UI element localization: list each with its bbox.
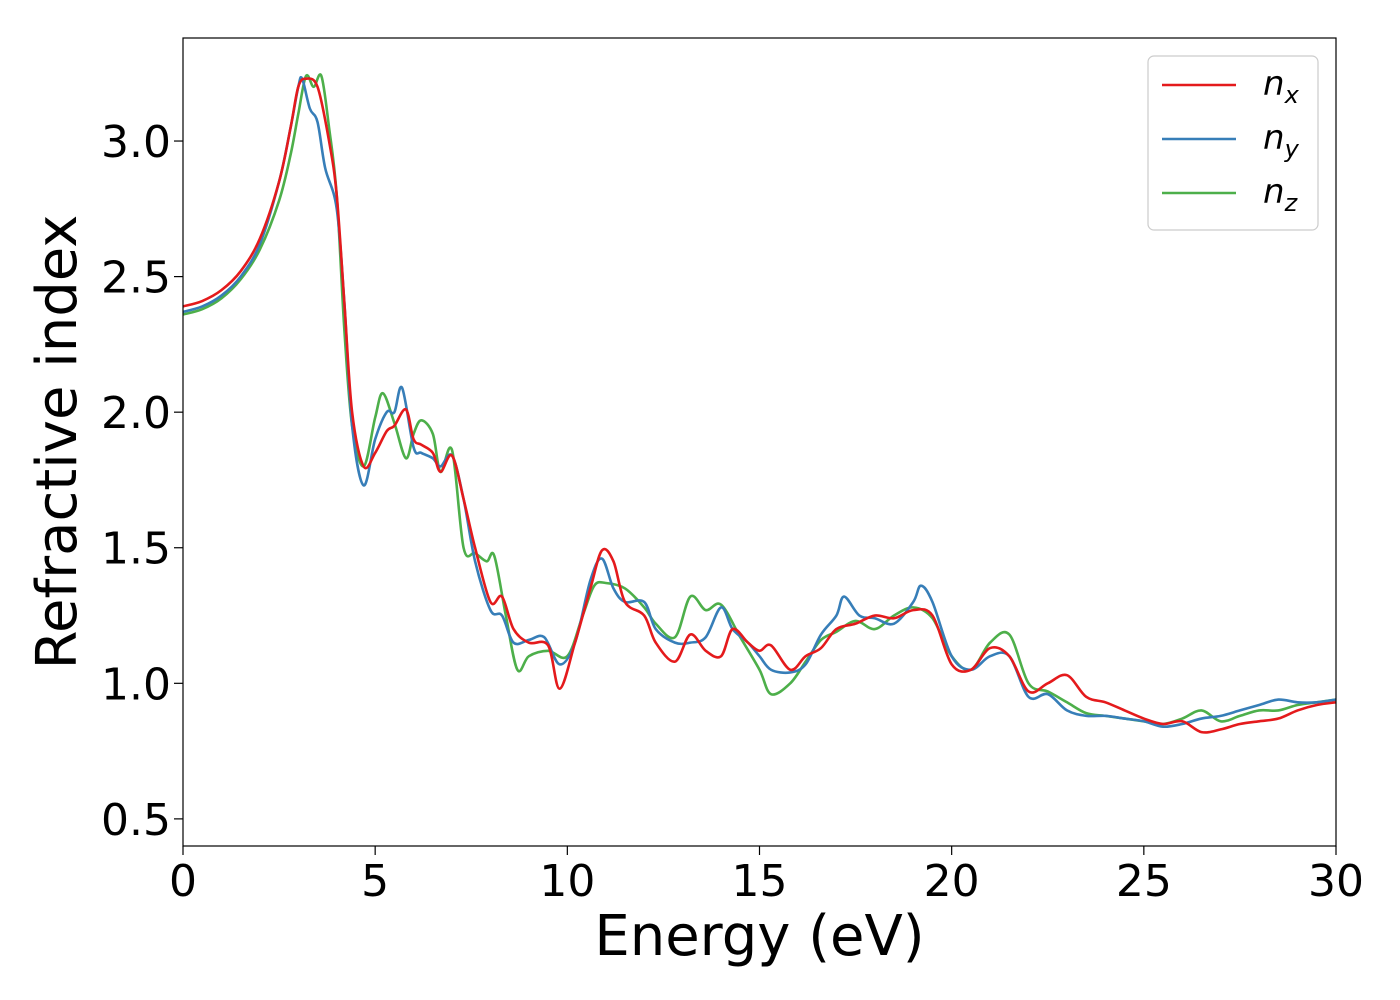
y-tick-label: 0.5 [101, 795, 171, 846]
legend-subscript: z [1284, 189, 1299, 217]
y-tick-label: 3.0 [101, 117, 171, 168]
x-tick-label: 30 [1308, 856, 1364, 907]
legend-label-nx: nx [1263, 64, 1300, 109]
x-tick-label: 20 [924, 856, 980, 907]
legend-subscript: x [1284, 81, 1300, 109]
x-tick-label: 15 [732, 856, 788, 907]
legend-label-nz: nz [1263, 172, 1299, 217]
x-tick-label: 0 [169, 856, 197, 907]
y-tick-label: 1.0 [101, 659, 171, 710]
y-tick-label: 2.0 [101, 388, 171, 439]
x-axis-label: Energy (eV) [594, 904, 924, 969]
x-tick-label: 5 [361, 856, 389, 907]
y-axis-label: Refractive index [25, 215, 90, 670]
legend-symbol: n [1263, 64, 1285, 104]
x-tick-label: 25 [1116, 856, 1172, 907]
y-tick-label: 2.5 [101, 253, 171, 304]
series-line-nx [183, 77, 1336, 734]
series-layer [183, 73, 1336, 734]
legend-symbol: n [1263, 118, 1285, 158]
x-tick-label: 10 [539, 856, 595, 907]
legend-box [1147, 55, 1319, 231]
legend-subscript: y [1284, 135, 1300, 163]
legend-symbol: n [1263, 172, 1285, 212]
legend-label-ny: ny [1263, 118, 1300, 163]
y-axis-ticks: 0.5 1.0 1.5 2.0 2.5 3.0 [101, 117, 183, 846]
x-axis-ticks: 0 5 10 15 20 25 30 [169, 846, 1364, 907]
y-tick-label: 1.5 [101, 524, 171, 575]
